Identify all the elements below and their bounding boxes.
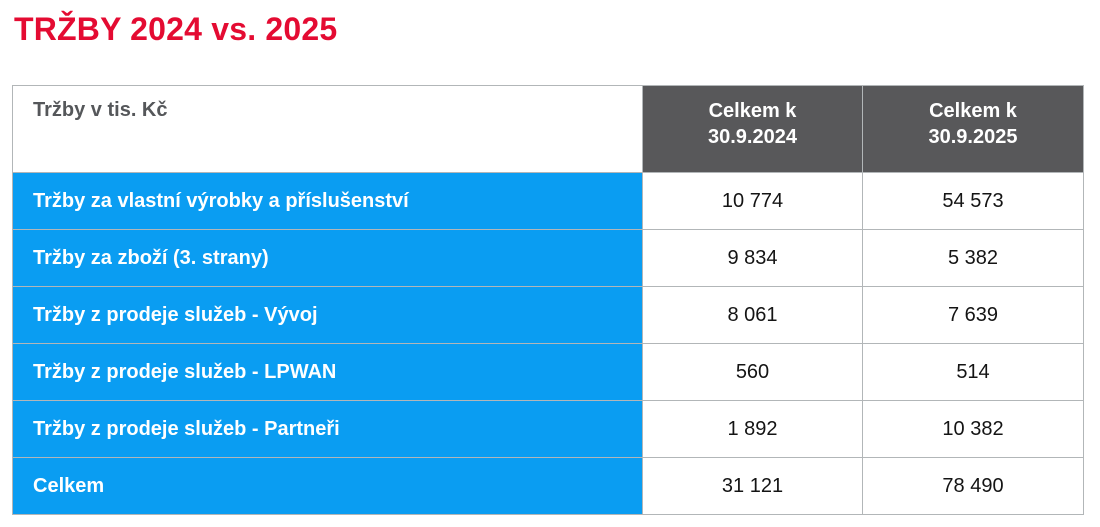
col-2024-header-line2: 30.9.2024 (708, 125, 797, 148)
value-2025-cell: 54 573 (862, 172, 1084, 230)
page-title: TRŽBY 2024 vs. 2025 (14, 11, 338, 47)
unit-header-cell: Tržby v tis. Kč (12, 85, 643, 173)
value-2024-cell: 1 892 (642, 400, 863, 458)
row-label-cell: Tržby za zboží (3. strany) (12, 229, 643, 287)
value-2024-cell: 560 (642, 343, 863, 401)
table-row-total: Celkem 31 121 78 490 (12, 457, 1084, 515)
table-row: Tržby z prodeje služeb - LPWAN 560 514 (12, 343, 1084, 401)
col-2025-header-line2: 30.9.2025 (928, 125, 1018, 148)
table-header: Tržby v tis. Kč Celkem k 30.9.2024 Celke… (12, 85, 1084, 173)
value-2025-cell: 514 (862, 343, 1084, 401)
row-label-cell: Tržby z prodeje služeb - Partneři (12, 400, 643, 458)
table-row: Tržby z prodeje služeb - Vývoj 8 061 7 6… (12, 286, 1084, 344)
table-row: Tržby za vlastní výrobky a příslušenství… (12, 172, 1084, 230)
col-2024-header-cell: Celkem k 30.9.2024 (642, 85, 863, 173)
value-2024-cell: 8 061 (642, 286, 863, 344)
table-row: Tržby z prodeje služeb - Partneři 1 892 … (12, 400, 1084, 458)
value-2025-cell: 5 382 (862, 229, 1084, 287)
value-2025-cell: 7 639 (862, 286, 1084, 344)
row-label-cell: Tržby z prodeje služeb - Vývoj (12, 286, 643, 344)
row-label-cell: Tržby za vlastní výrobky a příslušenství (12, 172, 643, 230)
value-2025-cell: 10 382 (862, 400, 1084, 458)
col-2025-header-line1: Celkem k (929, 100, 1017, 122)
value-2024-cell: 9 834 (642, 229, 863, 287)
table-row: Tržby za zboží (3. strany) 9 834 5 382 (12, 229, 1084, 287)
col-2024-header-line1: Celkem k (708, 100, 797, 122)
revenue-table: Tržby v tis. Kč Celkem k 30.9.2024 Celke… (12, 85, 1084, 515)
header-row: Tržby v tis. Kč Celkem k 30.9.2024 Celke… (12, 85, 1084, 173)
value-2025-cell-total: 78 490 (862, 457, 1084, 515)
value-2024-cell-total: 31 121 (642, 457, 863, 515)
row-label-cell: Tržby z prodeje služeb - LPWAN (12, 343, 643, 401)
col-2025-header-cell: Celkem k 30.9.2025 (862, 85, 1084, 173)
page: TRŽBY 2024 vs. 2025 Tržby v tis. Kč Celk… (12, 11, 1084, 515)
row-label-cell-total: Celkem (12, 457, 643, 515)
table-body: Tržby za vlastní výrobky a příslušenství… (12, 172, 1084, 515)
value-2024-cell: 10 774 (642, 172, 863, 230)
